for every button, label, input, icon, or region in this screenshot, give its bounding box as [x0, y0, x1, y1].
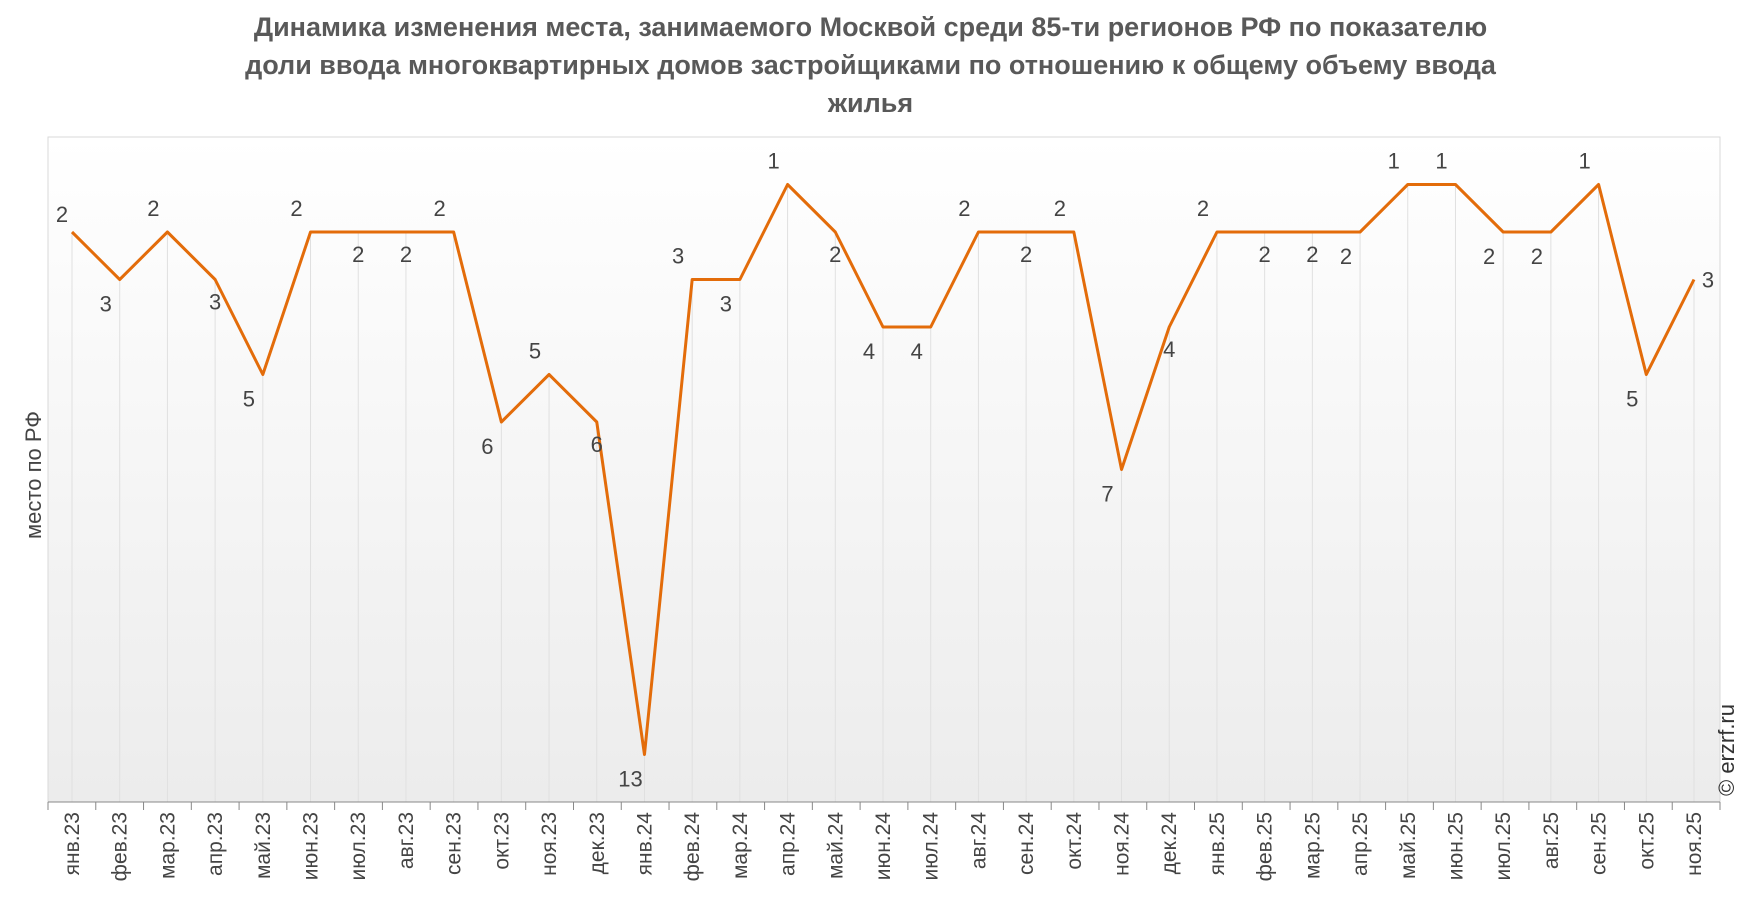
data-label: 2 — [1306, 242, 1318, 267]
data-label: 1 — [767, 149, 779, 174]
x-tick-label: фев.25 — [1254, 812, 1277, 881]
x-tick-label: ноя.23 — [538, 812, 561, 876]
data-label: 3 — [100, 292, 112, 317]
data-label: 7 — [1101, 482, 1113, 507]
x-tick-label: авг.23 — [395, 812, 418, 869]
data-label: 3 — [209, 290, 221, 315]
series — [70, 183, 1696, 756]
x-tick-label: авг.25 — [1540, 812, 1563, 869]
x-tick-label: май.24 — [824, 812, 847, 879]
data-label: 2 — [290, 196, 302, 221]
data-label: 2 — [352, 242, 364, 267]
x-tick-label: сен.24 — [1015, 812, 1038, 875]
data-label: 2 — [958, 196, 970, 221]
data-label: 5 — [529, 339, 541, 364]
x-tick-label: апр.24 — [777, 812, 800, 876]
x-tick-label: окт.23 — [490, 812, 513, 870]
data-label: 1 — [1388, 149, 1400, 174]
x-tick-label: ноя.24 — [1111, 812, 1134, 876]
data-label: 3 — [672, 244, 684, 269]
data-label: 2 — [400, 242, 412, 267]
x-tick-label: янв.23 — [61, 812, 84, 875]
data-label: 1 — [1578, 149, 1590, 174]
data-label: 4 — [1163, 337, 1175, 362]
x-tick-label: июл.24 — [920, 812, 943, 881]
x-tick-label: мар.25 — [1301, 812, 1324, 879]
data-label: 2 — [1020, 242, 1032, 267]
x-tick-label: июн.23 — [300, 812, 323, 880]
data-label: 5 — [1626, 387, 1638, 412]
data-label: 2 — [1531, 244, 1543, 269]
x-tick-label: июн.24 — [872, 812, 895, 881]
chart-title-line-1: Динамика изменения места, занимаемого Мо… — [253, 12, 1488, 42]
x-axis — [47, 801, 1721, 810]
y-axis-label: место по РФ — [21, 411, 46, 539]
data-label: 2 — [56, 202, 68, 227]
data-label: 2 — [434, 196, 446, 221]
x-tick-label: май.23 — [252, 812, 275, 879]
data-label: 6 — [481, 434, 493, 459]
x-tick-label: янв.24 — [633, 812, 656, 876]
data-label: 2 — [147, 196, 159, 221]
x-tick-label: июн.25 — [1444, 812, 1467, 880]
data-label: 3 — [1702, 268, 1714, 293]
x-tick-label: дек.23 — [586, 812, 609, 874]
x-tick-label: ноя.25 — [1683, 812, 1706, 876]
x-tick-label: июл.25 — [1492, 812, 1515, 880]
x-tick-label: фев.23 — [109, 812, 132, 881]
data-label: 2 — [1054, 196, 1066, 221]
data-label: 4 — [911, 339, 923, 364]
x-tick-label: янв.25 — [1206, 812, 1229, 875]
grid-lines — [71, 184, 1695, 802]
data-label: 2 — [1483, 244, 1495, 269]
data-label: 13 — [618, 767, 642, 792]
x-tick-label: окт.24 — [1063, 812, 1086, 870]
x-tick-labels: янв.23 фев.23 мар.23 апр.23 май.23 июн.23 июл.… — [61, 812, 1706, 882]
series-line — [70, 183, 1696, 756]
chart-title-line-3: жилья — [827, 88, 914, 118]
data-label: 5 — [243, 387, 255, 412]
chart-title: Динамика изменения места, занимаемого Мо… — [0, 8, 1741, 122]
x-tick-label: сен.25 — [1588, 812, 1611, 875]
data-label: 6 — [591, 432, 603, 457]
data-label: 1 — [1435, 149, 1447, 174]
x-tick-label: авг.24 — [967, 812, 990, 869]
data-label: 2 — [1259, 242, 1271, 267]
data-label: 2 — [829, 242, 841, 267]
data-label: 3 — [720, 292, 732, 317]
chart-title-line-2: доли ввода многоквартирных домов застрой… — [245, 50, 1496, 80]
x-tick-label: июл.23 — [347, 812, 370, 880]
data-label: 2 — [1340, 244, 1352, 269]
plot-area — [47, 136, 1721, 803]
x-tick-label: апр.25 — [1349, 812, 1372, 876]
x-tick-label: окт.25 — [1635, 812, 1658, 870]
x-tick-label: май.25 — [1397, 812, 1420, 879]
x-tick-label: дек.24 — [1158, 812, 1181, 875]
x-tick-label: сен.23 — [443, 812, 466, 875]
x-tick-label: фев.24 — [681, 812, 704, 882]
watermark: © erzrf.ru — [1714, 704, 1739, 796]
data-label: 4 — [863, 339, 875, 364]
x-tick-label: апр.23 — [204, 812, 227, 876]
x-tick-label: мар.23 — [156, 812, 179, 879]
x-tick-label: мар.24 — [729, 812, 752, 879]
data-label: 2 — [1197, 196, 1209, 221]
